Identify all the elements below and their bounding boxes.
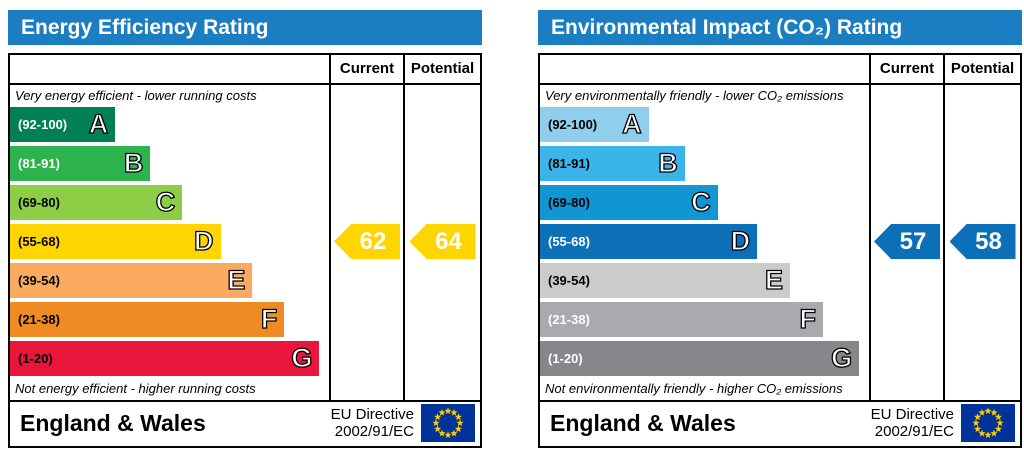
band-f: (21-38) F [540,302,823,337]
band-c: (69-80) C [540,185,718,220]
eu-directive-label: EU Directive 2002/91/EC [330,405,414,440]
band-range-label: (55-68) [548,234,590,249]
eu-flag-icon [421,404,475,442]
band-row: (1-20) G [10,341,329,380]
potential-value-cell: 64 [403,85,480,400]
energy-efficiency-panel: Energy Efficiency Rating Current Potenti… [8,10,482,448]
environmental-impact-panel: Environmental Impact (CO₂) Rating Curren… [538,10,1022,448]
band-letter: D [193,226,214,256]
top-scale-note: Very energy efficient - lower running co… [15,88,257,103]
band-range-label: (92-100) [18,117,68,132]
band-row: (21-38) F [540,302,869,341]
band-range-label: (69-80) [18,195,60,210]
current-rating-arrow: 62 [334,224,400,259]
current-rating-arrow: 57 [874,224,940,259]
current-rating-value: 57 [899,227,927,255]
current-rating-value: 62 [359,227,387,255]
band-c: (69-80) C [10,185,183,220]
band-range-label: (92-100) [548,117,598,132]
rating-table: Current Potential Very energy efficient … [8,53,482,448]
potential-rating-value: 58 [975,227,1002,255]
band-letter: B [123,148,144,178]
table-footer: England & Wales EU Directive 2002/91/EC [540,400,1020,444]
bottom-scale-note: Not environmentally friendly - higher CO… [545,381,843,396]
band-chart: Very environmentally friendly - lower CO… [540,85,869,400]
band-letter: F [260,304,278,334]
band-row: (39-54) E [10,263,329,302]
current-column-header: Current [869,55,943,83]
column-header-row: Current Potential [540,55,1020,85]
band-a: (92-100) A [540,107,649,142]
band-e: (39-54) E [540,263,791,298]
region-label: England & Wales [550,409,736,436]
band-letter: E [764,265,784,295]
band-d: (55-68) D [10,224,221,259]
band-row: (81-91) B [540,146,869,185]
band-d: (55-68) D [540,224,758,259]
band-range-label: (55-68) [18,234,60,249]
band-a: (92-100) A [10,107,116,142]
band-letter: G [291,343,313,373]
header-spacer-cell [540,55,869,83]
potential-rating-value: 64 [435,227,462,255]
band-b: (81-91) B [540,146,685,181]
band-range-label: (69-80) [548,195,590,210]
potential-rating-arrow: 64 [409,224,476,259]
band-range-label: (21-38) [548,312,590,327]
chart-body: Very energy efficient - lower running co… [10,85,480,400]
band-letter: E [227,265,246,295]
band-g: (1-20) G [10,341,320,376]
top-scale-note: Very environmentally friendly - lower CO… [545,88,844,103]
band-letter: C [691,187,712,217]
band-chart: Very energy efficient - lower running co… [10,85,329,400]
band-range-label: (39-54) [18,273,60,288]
band-range-label: (81-91) [548,156,590,171]
potential-value-cell: 58 [943,85,1020,400]
band-letter: C [155,187,176,217]
current-column-header: Current [329,55,403,83]
band-range-label: (81-91) [18,156,60,171]
band-e: (39-54) E [10,263,253,298]
potential-column-header: Potential [403,55,480,83]
band-letter: A [621,109,642,139]
band-letter: A [88,109,109,139]
band-letter: D [730,226,751,256]
band-row: (69-80) C [10,185,329,224]
band-row: (81-91) B [10,146,329,185]
band-range-label: (1-20) [18,351,53,366]
panel-title: Environmental Impact (CO₂) Rating [538,10,1022,45]
band-letter: G [830,343,853,373]
current-value-cell: 57 [869,85,943,400]
current-value-cell: 62 [329,85,403,400]
band-range-label: (39-54) [548,273,590,288]
bottom-scale-note: Not energy efficient - higher running co… [15,381,256,396]
band-row: (55-68) D [10,224,329,263]
band-row: (39-54) E [540,263,869,302]
rating-table: Current Potential Very environmentally f… [538,53,1022,448]
table-footer: England & Wales EU Directive 2002/91/EC [10,400,480,444]
band-row: (92-100) A [10,107,329,146]
band-letter: B [658,148,679,178]
potential-column-header: Potential [943,55,1020,83]
chart-body: Very environmentally friendly - lower CO… [540,85,1020,400]
eu-flag-icon [961,404,1015,442]
band-b: (81-91) B [10,146,151,181]
band-row: (21-38) F [10,302,329,341]
eu-directive-label: EU Directive 2002/91/EC [870,405,954,440]
region-label: England & Wales [20,409,206,436]
band-row: (92-100) A [540,107,869,146]
band-g: (1-20) G [540,341,860,376]
band-row: (69-80) C [540,185,869,224]
band-row: (1-20) G [540,341,869,380]
band-f: (21-38) F [10,302,285,337]
panel-title: Energy Efficiency Rating [8,10,482,45]
column-header-row: Current Potential [10,55,480,85]
potential-rating-arrow: 58 [949,224,1016,259]
band-range-label: (21-38) [18,312,60,327]
band-row: (55-68) D [540,224,869,263]
band-letter: F [799,304,817,334]
header-spacer-cell [10,55,329,83]
band-range-label: (1-20) [548,351,583,366]
